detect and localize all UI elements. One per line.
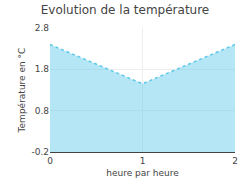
svg-text:1: 1: [140, 156, 146, 166]
svg-text:0.8: 0.8: [35, 106, 50, 116]
svg-text:Evolution de la température: Evolution de la température: [41, 3, 210, 17]
svg-text:Température en °C: Température en °C: [17, 48, 27, 134]
svg-text:heure par heure: heure par heure: [106, 168, 179, 178]
svg-text:2.8: 2.8: [35, 23, 50, 33]
svg-text:2: 2: [232, 156, 238, 166]
svg-text:0: 0: [47, 156, 53, 166]
svg-text:-0.2: -0.2: [31, 147, 49, 157]
svg-text:1.8: 1.8: [35, 64, 50, 74]
